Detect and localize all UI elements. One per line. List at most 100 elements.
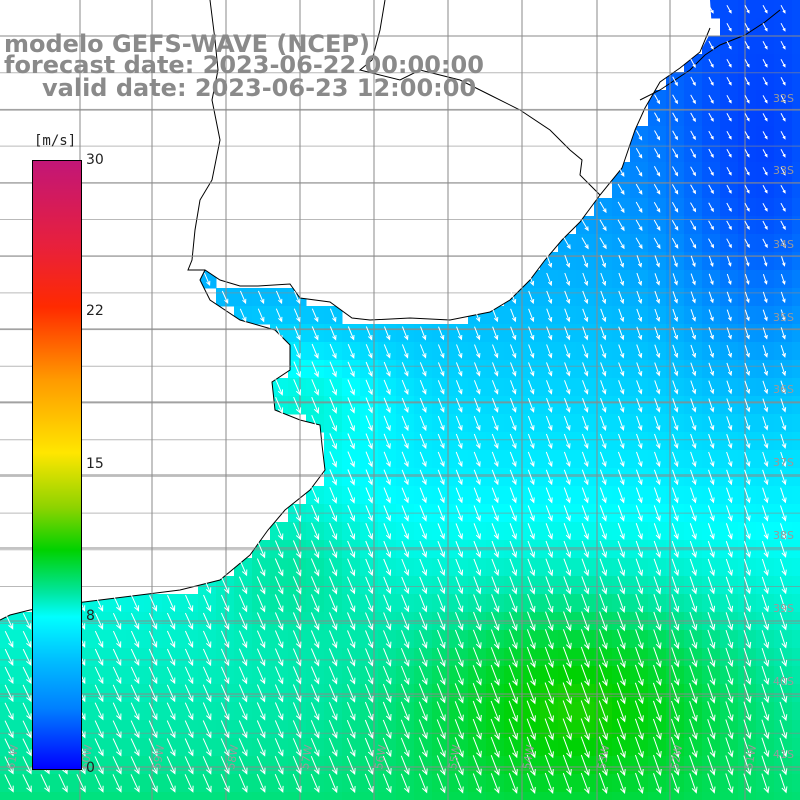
wind-arrow bbox=[401, 379, 409, 395]
wind-arrow bbox=[508, 629, 518, 650]
wind-arrow bbox=[671, 647, 680, 668]
wind-arrow bbox=[238, 558, 248, 577]
wind-arrow bbox=[762, 41, 768, 50]
wind-arrow bbox=[346, 702, 356, 721]
wind-arrow bbox=[274, 648, 284, 667]
wind-arrow bbox=[292, 594, 302, 613]
wind-arrow bbox=[671, 736, 680, 758]
wind-arrow bbox=[780, 416, 787, 431]
wind-arrow bbox=[617, 576, 626, 595]
wind-speed-cell bbox=[792, 558, 800, 577]
wind-arrow bbox=[419, 415, 427, 432]
wind-arrow bbox=[94, 720, 104, 739]
wind-arrow bbox=[635, 593, 644, 613]
wind-arrow bbox=[761, 701, 770, 722]
wind-arrow bbox=[94, 756, 104, 775]
wind-arrow bbox=[365, 558, 374, 577]
wind-arrow bbox=[762, 469, 769, 486]
wind-arrow bbox=[419, 451, 427, 468]
wind-arrow bbox=[472, 700, 482, 722]
wind-arrow bbox=[310, 720, 320, 739]
wind-arrow bbox=[598, 718, 608, 741]
wind-arrow bbox=[563, 611, 572, 632]
wind-arrow bbox=[436, 701, 446, 722]
wind-arrow bbox=[762, 327, 768, 340]
wind-arrow bbox=[672, 273, 678, 286]
wind-arrow bbox=[744, 59, 750, 68]
wind-arrow bbox=[545, 558, 554, 577]
wind-arrow bbox=[40, 774, 50, 793]
wind-arrow bbox=[545, 415, 553, 431]
coastline bbox=[0, 0, 781, 621]
wind-arrow bbox=[437, 344, 445, 359]
wind-arrow bbox=[220, 756, 230, 775]
wind-arrow bbox=[654, 273, 660, 286]
wind-arrow bbox=[256, 558, 266, 577]
wind-arrow bbox=[383, 326, 391, 341]
wind-arrow bbox=[761, 773, 770, 794]
wind-arrow bbox=[184, 738, 194, 757]
wind-arrow bbox=[490, 682, 500, 705]
wind-arrow bbox=[599, 629, 608, 650]
wind-speed-colorbar bbox=[32, 160, 82, 770]
wind-arrow bbox=[761, 647, 770, 667]
wind-arrow bbox=[328, 773, 338, 794]
wind-arrow bbox=[761, 719, 770, 740]
wind-arrow bbox=[564, 308, 571, 323]
wind-arrow bbox=[762, 487, 769, 504]
wind-arrow bbox=[418, 755, 428, 776]
wind-arrow bbox=[726, 505, 733, 522]
wind-arrow bbox=[4, 684, 14, 703]
wind-arrow bbox=[437, 433, 445, 450]
wind-arrow bbox=[202, 738, 212, 757]
wind-arrow bbox=[582, 398, 589, 413]
wind-arrow bbox=[527, 433, 535, 450]
wind-arrow bbox=[635, 237, 643, 250]
wind-arrow bbox=[708, 112, 714, 122]
wind-arrow bbox=[562, 629, 572, 650]
wind-arrow bbox=[743, 701, 752, 722]
wind-arrow bbox=[599, 505, 607, 522]
wind-arrow bbox=[437, 415, 445, 431]
wind-arrow bbox=[4, 702, 14, 721]
wind-arrow bbox=[779, 755, 788, 776]
wind-arrow bbox=[762, 416, 769, 431]
wind-arrow bbox=[780, 380, 787, 395]
wind-arrow bbox=[473, 611, 482, 631]
wind-arrow bbox=[726, 309, 732, 322]
wind-arrow bbox=[508, 736, 518, 759]
wind-arrow bbox=[690, 487, 697, 504]
wind-arrow bbox=[293, 343, 301, 360]
wind-arrow bbox=[762, 202, 768, 212]
wind-arrow bbox=[202, 684, 212, 703]
wind-speed-cell bbox=[378, 792, 397, 800]
wind-arrow bbox=[474, 362, 481, 377]
wind-arrow bbox=[599, 201, 607, 214]
wind-speed-cell bbox=[18, 792, 37, 800]
wind-arrow bbox=[618, 308, 625, 323]
wind-arrow bbox=[618, 272, 625, 287]
wind-arrow bbox=[472, 683, 482, 704]
wind-arrow bbox=[581, 433, 589, 450]
wind-arrow bbox=[418, 719, 428, 740]
wind-arrow bbox=[436, 665, 446, 686]
wind-arrow bbox=[635, 148, 643, 159]
wind-arrow bbox=[563, 237, 571, 250]
lat-label: 35S bbox=[773, 311, 794, 324]
wind-arrow bbox=[419, 612, 428, 631]
wind-arrow bbox=[184, 648, 194, 667]
wind-arrow bbox=[148, 684, 158, 703]
wind-arrow bbox=[257, 308, 265, 323]
wind-arrow bbox=[546, 254, 553, 268]
wind-speed-cell bbox=[792, 144, 800, 163]
wind-arrow bbox=[707, 558, 715, 577]
wind-arrow bbox=[347, 469, 355, 486]
wind-arrow bbox=[328, 755, 338, 775]
wind-arrow bbox=[329, 630, 338, 649]
wind-arrow bbox=[598, 664, 608, 687]
lon-label: 61W bbox=[4, 744, 21, 771]
wind-arrow bbox=[400, 755, 410, 776]
wind-arrow bbox=[383, 576, 392, 595]
wind-arrow bbox=[166, 666, 176, 685]
wind-arrow bbox=[455, 433, 463, 450]
